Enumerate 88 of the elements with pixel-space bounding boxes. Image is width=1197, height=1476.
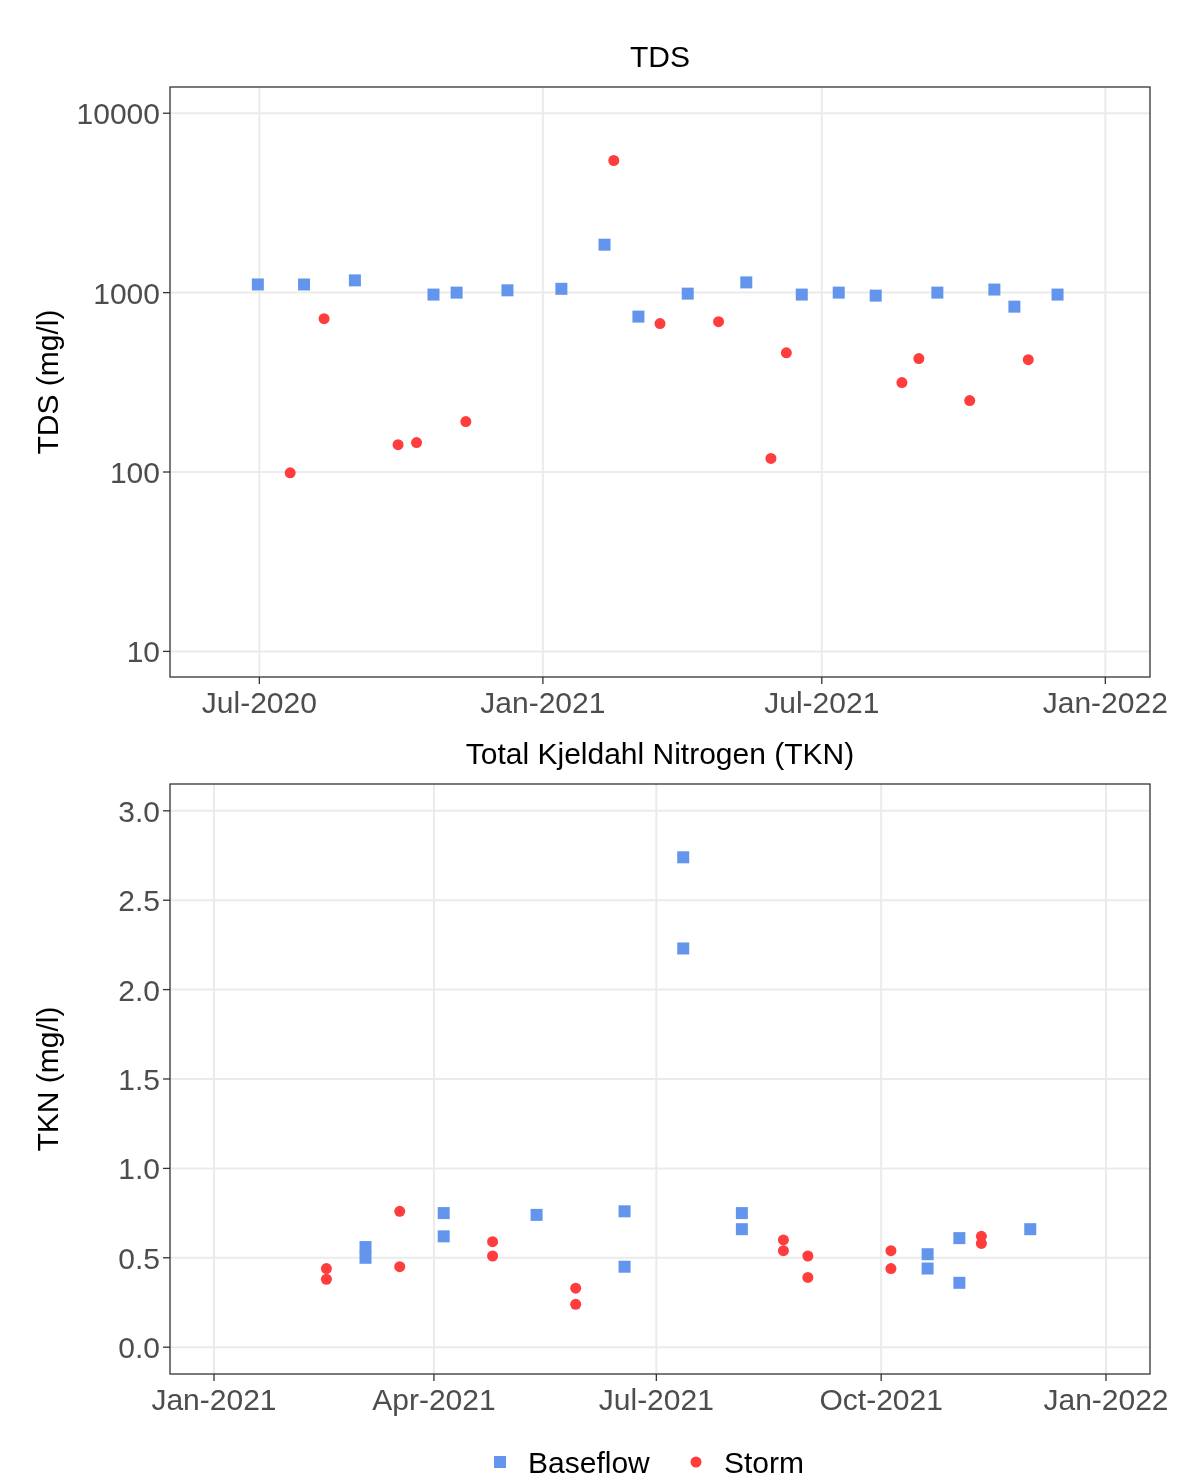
x-tick-label: Jan-2022 bbox=[1042, 686, 1168, 719]
x-tick-label: Oct-2021 bbox=[819, 1383, 943, 1416]
y-tick-label: 10 bbox=[126, 635, 160, 669]
point bbox=[735, 1223, 748, 1236]
point bbox=[394, 1205, 406, 1217]
y-tick-label: 0.5 bbox=[118, 1241, 160, 1275]
y-tick-label: 2.5 bbox=[118, 884, 160, 918]
point bbox=[740, 276, 753, 289]
point bbox=[555, 282, 568, 295]
point bbox=[460, 416, 472, 428]
point bbox=[921, 1262, 934, 1275]
point bbox=[765, 452, 777, 464]
point bbox=[931, 286, 944, 299]
x-tick-label: Jan-2021 bbox=[151, 1383, 277, 1416]
x-tick-label: Apr-2021 bbox=[372, 1383, 496, 1416]
point bbox=[681, 287, 694, 300]
y-tick-label: 3.0 bbox=[118, 794, 160, 828]
chart-title: TDS bbox=[630, 40, 690, 73]
point bbox=[320, 1273, 332, 1285]
point bbox=[437, 1207, 450, 1220]
point bbox=[677, 851, 690, 864]
point bbox=[869, 289, 882, 302]
point bbox=[677, 942, 690, 955]
point bbox=[570, 1282, 582, 1294]
point bbox=[618, 1260, 631, 1273]
point bbox=[487, 1250, 499, 1262]
y-tick-label: 0.0 bbox=[118, 1331, 160, 1365]
point bbox=[988, 283, 1001, 296]
point bbox=[501, 284, 514, 297]
point bbox=[953, 1276, 966, 1289]
point bbox=[450, 286, 463, 299]
legend-label: Storm bbox=[724, 1446, 805, 1476]
point bbox=[427, 288, 440, 301]
point bbox=[885, 1263, 897, 1275]
point bbox=[487, 1236, 499, 1248]
y-axis-title: TDS (mg/l) bbox=[31, 309, 64, 455]
point bbox=[608, 155, 620, 167]
point bbox=[713, 316, 725, 328]
x-tick-label: Jul-2020 bbox=[201, 686, 317, 719]
x-tick-label: Jan-2022 bbox=[1043, 1383, 1169, 1416]
y-tick-label: 1.0 bbox=[118, 1152, 160, 1186]
point bbox=[654, 318, 666, 330]
point bbox=[1051, 288, 1064, 301]
point bbox=[1008, 300, 1021, 313]
point bbox=[437, 1230, 450, 1243]
point bbox=[570, 1298, 582, 1310]
y-axis-title: TKN (mg/l) bbox=[31, 1006, 64, 1152]
point bbox=[359, 1251, 372, 1264]
point bbox=[284, 467, 296, 479]
chart-title: Total Kjeldahl Nitrogen (TKN) bbox=[465, 737, 855, 770]
point bbox=[359, 1241, 372, 1254]
point bbox=[913, 353, 925, 365]
point bbox=[348, 274, 361, 287]
point bbox=[735, 1207, 748, 1220]
point bbox=[964, 395, 976, 407]
point bbox=[777, 1234, 789, 1246]
point bbox=[885, 1245, 897, 1257]
point bbox=[618, 1205, 631, 1218]
point bbox=[598, 238, 611, 251]
point bbox=[1022, 354, 1034, 366]
point bbox=[780, 347, 792, 359]
y-tick-label: 1.5 bbox=[118, 1063, 160, 1096]
point bbox=[953, 1232, 966, 1245]
point bbox=[530, 1208, 543, 1221]
y-tick-label: 2.0 bbox=[118, 973, 160, 1007]
point bbox=[251, 278, 264, 291]
point bbox=[318, 313, 330, 325]
x-tick-label: Jan-2021 bbox=[480, 686, 606, 719]
point bbox=[896, 377, 908, 389]
point bbox=[802, 1250, 814, 1262]
x-tick-label: Jul-2021 bbox=[598, 1383, 714, 1416]
point bbox=[411, 437, 423, 449]
legend-label: Baseflow bbox=[528, 1446, 651, 1476]
x-tick-label: Jul-2021 bbox=[764, 686, 880, 719]
point bbox=[632, 310, 645, 323]
y-tick-label: 100 bbox=[109, 456, 160, 490]
point bbox=[777, 1245, 789, 1257]
point bbox=[795, 288, 808, 301]
point bbox=[394, 1261, 406, 1273]
point bbox=[298, 278, 311, 291]
point bbox=[392, 439, 404, 451]
point bbox=[921, 1248, 934, 1261]
point bbox=[320, 1263, 332, 1275]
point bbox=[1024, 1223, 1037, 1236]
point bbox=[832, 286, 845, 299]
y-tick-label: 10000 bbox=[76, 97, 160, 131]
point bbox=[802, 1271, 814, 1283]
y-tick-label: 1000 bbox=[93, 276, 160, 310]
